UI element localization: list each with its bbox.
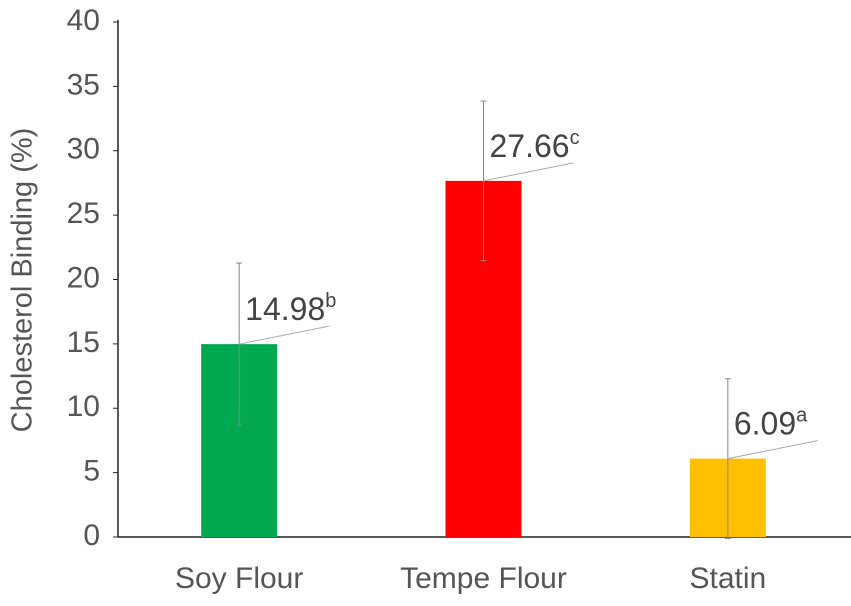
y-tick-label: 5 bbox=[83, 455, 100, 488]
y-axis-title: Cholesterol Binding (%) bbox=[7, 128, 39, 433]
y-tick-label: 20 bbox=[67, 261, 100, 294]
data-label: 14.98b bbox=[245, 290, 336, 327]
y-tick-label: 30 bbox=[67, 133, 100, 166]
significance-letter: a bbox=[796, 405, 808, 427]
y-tick-label: 10 bbox=[67, 390, 100, 423]
label-leader bbox=[239, 325, 330, 345]
y-tick-label: 25 bbox=[67, 197, 100, 230]
y-tick-label: 40 bbox=[67, 4, 100, 37]
y-tick-label: 35 bbox=[67, 68, 100, 101]
x-tick-label: Statin bbox=[689, 562, 766, 595]
y-tick-label: 0 bbox=[83, 519, 100, 552]
significance-letter: b bbox=[325, 290, 336, 312]
data-label: 6.09a bbox=[734, 405, 808, 442]
y-tick-label: 15 bbox=[67, 326, 100, 359]
label-leader bbox=[483, 162, 574, 182]
data-label-value: 27.66 bbox=[490, 128, 570, 164]
significance-letter: c bbox=[570, 127, 580, 149]
x-tick-label: Soy Flour bbox=[175, 562, 303, 595]
data-label: 27.66c bbox=[490, 127, 580, 164]
label-leader bbox=[727, 440, 818, 460]
data-label-value: 14.98 bbox=[245, 292, 325, 328]
data-label-value: 6.09 bbox=[734, 406, 796, 442]
x-tick-label: Tempe Flour bbox=[400, 562, 567, 595]
